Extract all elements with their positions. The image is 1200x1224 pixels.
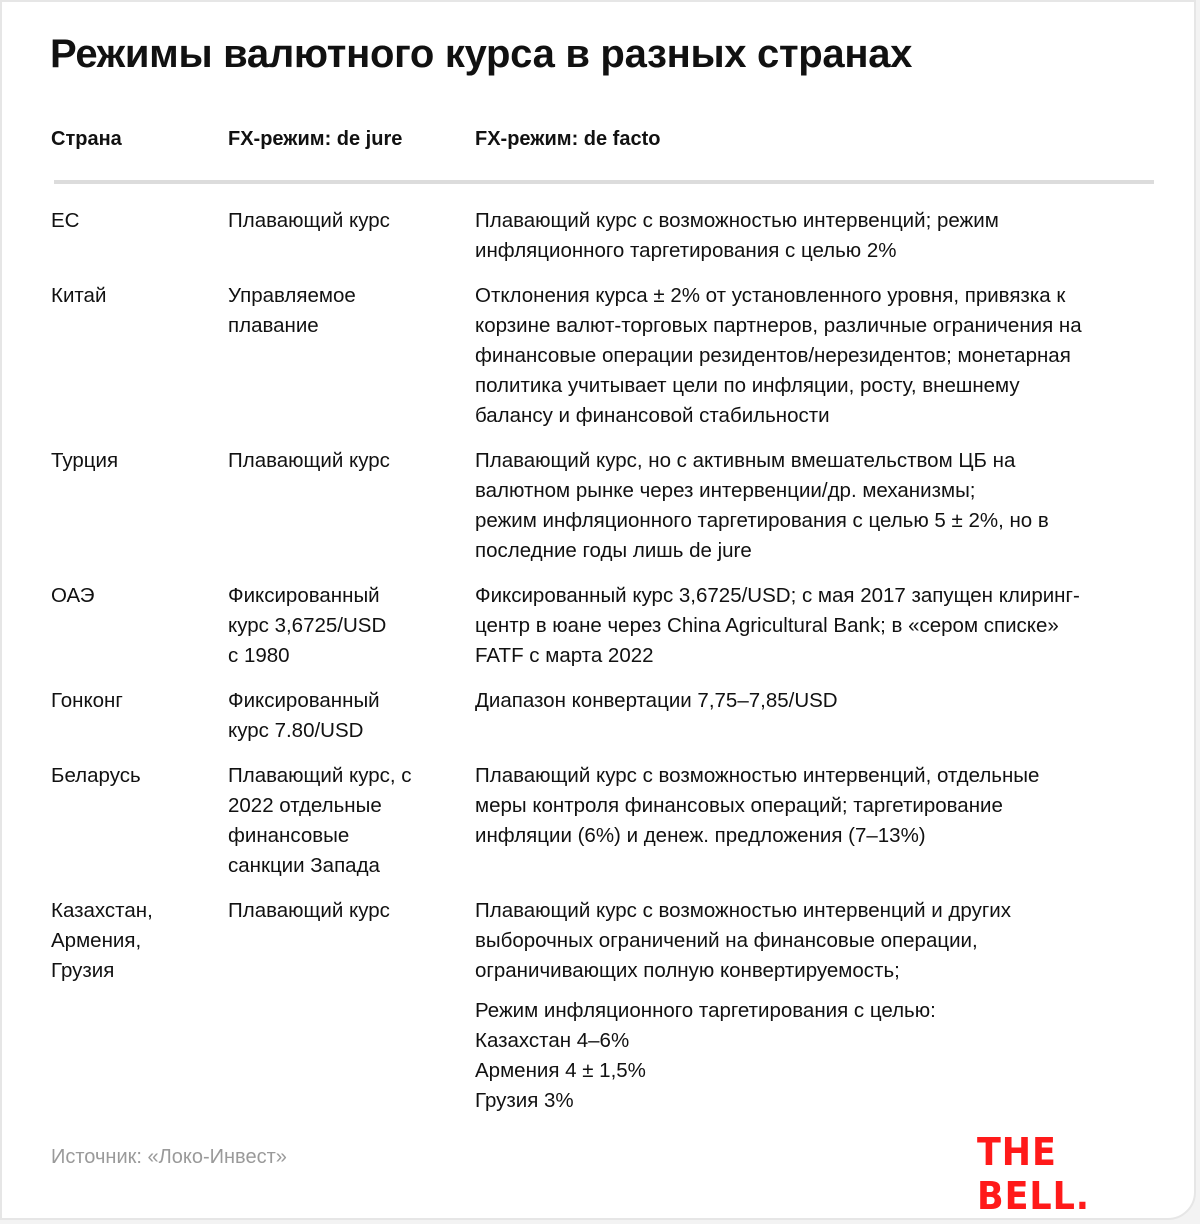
de-jure-cell: Плавающий курс <box>228 896 390 926</box>
cell-line: Отклонения курса ± 2% от установленного … <box>475 284 1066 307</box>
country-cell: Китай <box>51 281 106 311</box>
cell-line: 2022 отдельные <box>228 794 382 817</box>
cell-line: корзине валют-торговых партнеров, различ… <box>475 314 1082 337</box>
header-de-jure: FX-режим: de jure <box>228 128 403 150</box>
header-country: Страна <box>51 128 122 150</box>
cell-line: режим инфляционного таргетирования с цел… <box>475 509 1049 532</box>
cell-line: курс 3,6725/USD <box>228 614 387 637</box>
de-facto-cell: Диапазон конвертации 7,75–7,85/USD <box>475 686 838 716</box>
cell-line: валютном рынке через интервенции/др. мех… <box>475 479 976 502</box>
cell-line: с 1980 <box>228 644 290 667</box>
cell-line: Режим инфляционного таргетирования с цел… <box>475 999 936 1022</box>
country-cell: Турция <box>51 446 118 476</box>
cell-line: ОАЭ <box>51 584 95 607</box>
cell-line: Плавающий курс с возможностью интервенци… <box>475 899 1011 922</box>
cell-line: Армения, <box>51 929 142 952</box>
header-de-facto: FX-режим: de facto <box>475 128 661 150</box>
cell-line: Армения 4 ± 1,5% <box>475 1059 646 1082</box>
cell-line: политика учитывает цели по инфляции, рос… <box>475 374 1020 397</box>
de-jure-cell: Плавающий курс <box>228 446 390 476</box>
cell-line: Гонконг <box>51 689 123 712</box>
de-jure-cell: Плавающий курс <box>228 206 390 236</box>
cell-line: Управляемое <box>228 284 356 307</box>
cell-line: ЕС <box>51 209 80 232</box>
cell-line: Казахстан 4–6% <box>475 1029 630 1052</box>
country-cell: ЕС <box>51 206 79 236</box>
cell-line: Плавающий курс <box>228 209 390 232</box>
cell-line: Китай <box>51 284 107 307</box>
cell-line: финансовые <box>228 824 350 847</box>
cell-line: FATF с марта 2022 <box>475 644 654 667</box>
de-facto-cell: Плавающий курс с возможностью интервенци… <box>475 206 999 266</box>
cell-line: ограничивающих полную конвертируемость; <box>475 959 900 982</box>
cell-line: центр в юане через China Agricultural Ba… <box>475 614 1059 637</box>
de-jure-cell: Плавающий курс, с 2022 отдельные финансовы… <box>228 761 412 881</box>
country-cell: ОАЭ <box>51 581 94 611</box>
country-cell: Гонконг <box>51 686 123 716</box>
cell-line: Плавающий курс, но с активным вмешательс… <box>475 449 1016 472</box>
cell-line: инфляции (6%) и денеж. предложения (7–13… <box>475 824 926 847</box>
cell-line: Фиксированный <box>228 584 380 607</box>
cell-line: инфляционного таргетирования с целью 2% <box>475 239 897 262</box>
cell-line: Казахстан, <box>51 899 153 922</box>
de-jure-cell: Фиксированный курс 7.80/USD <box>228 686 380 746</box>
cell-line: Грузия <box>51 959 115 982</box>
cell-line: санкции Запада <box>228 854 380 877</box>
cell-line: Плавающий курс, с <box>228 764 412 787</box>
cell-line: Фиксированный <box>228 689 380 712</box>
cell-line: Плавающий курс <box>228 899 390 922</box>
de-jure-cell: Фиксированный курс 3,6725/USD с 1980 <box>228 581 386 671</box>
cell-line: балансу и финансовой стабильности <box>475 404 830 427</box>
the-bell-logo: THE BELL. <box>977 1130 1090 1218</box>
de-facto-cell: Плавающий курс с возможностью интервенци… <box>475 896 1011 1116</box>
de-facto-cell: Отклонения курса ± 2% от установленного … <box>475 281 1082 431</box>
de-facto-cell: Плавающий курс, но с активным вмешательс… <box>475 446 1049 566</box>
cell-line: Фиксированный курс 3,6725/USD; с мая 201… <box>475 584 1080 607</box>
de-facto-cell: Фиксированный курс 3,6725/USD; с мая 201… <box>475 581 1080 671</box>
cell-line: Беларусь <box>51 764 141 787</box>
cell-line: меры контроля финансовых операций; тарге… <box>475 794 1003 817</box>
page-title: Режимы валютного курса в разных странах <box>50 32 913 76</box>
cell-line: финансовые операции резидентов/нерезиден… <box>475 344 1071 367</box>
cell-line: Плавающий курс <box>228 449 390 472</box>
source-note: Источник: «Локо-Инвест» <box>51 1146 287 1168</box>
cell-line: Грузия 3% <box>475 1089 574 1112</box>
cell-line: курс 7.80/USD <box>228 719 364 742</box>
de-jure-cell: Управляемое плавание <box>228 281 356 341</box>
cell-line: Плавающий курс с возможностью интервенци… <box>475 764 1040 787</box>
cell-line: Диапазон конвертации 7,75–7,85/USD <box>475 689 838 712</box>
country-cell: Казахстан, Армения, Грузия <box>51 896 153 986</box>
cell-line: Плавающий курс с возможностью интервенци… <box>475 209 999 232</box>
cell-line: последние годы лишь de jure <box>475 539 752 562</box>
cell-line: Турция <box>51 449 119 472</box>
de-facto-cell: Плавающий курс с возможностью интервенци… <box>475 761 1039 851</box>
country-cell: Беларусь <box>51 761 141 791</box>
cell-line: выборочных ограничений на финансовые опе… <box>475 929 978 952</box>
cell-line: плавание <box>228 314 319 337</box>
header-divider <box>54 180 1154 184</box>
